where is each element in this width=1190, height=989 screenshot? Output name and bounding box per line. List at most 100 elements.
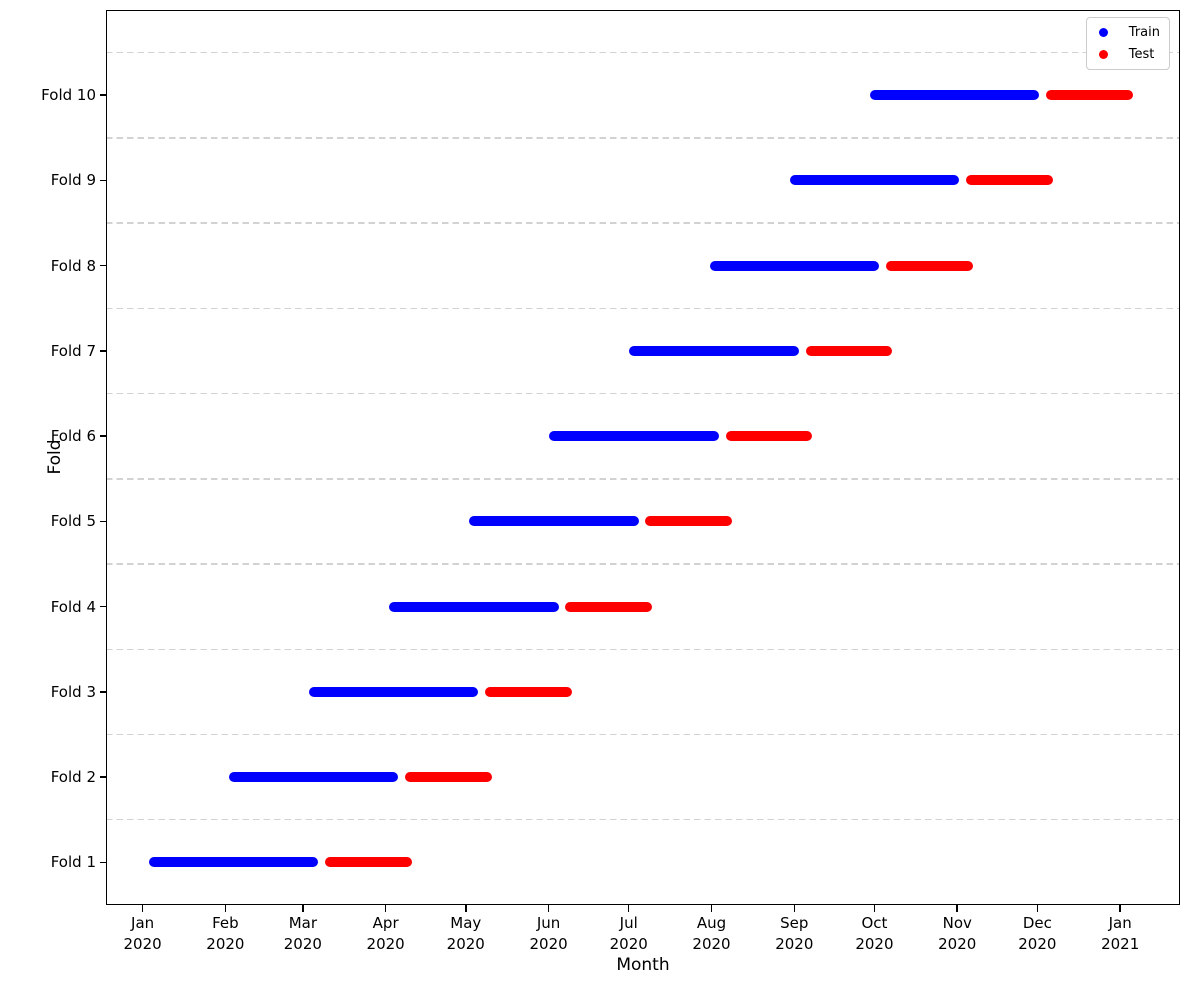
x-tick: [465, 905, 467, 912]
x-tick-year: 2021: [1101, 935, 1140, 953]
x-tick-label: Sep 2020: [749, 913, 839, 955]
y-tick: [99, 264, 106, 267]
x-tick-month: Jan: [1108, 914, 1132, 932]
test-bar-fold-10: [1046, 90, 1133, 101]
gridline: [106, 222, 1180, 224]
gridline: [106, 563, 1180, 565]
train-bar-fold-8: [709, 260, 880, 271]
train-bar-fold-2: [228, 772, 399, 783]
x-tick-label: Mar 2020: [258, 913, 348, 955]
y-tick-label-fold-8: Fold 8: [50, 256, 96, 275]
x-tick: [384, 905, 387, 912]
x-tick-label: Aug 2020: [667, 913, 757, 955]
y-tick: [99, 520, 106, 523]
train-bar-fold-7: [629, 345, 799, 356]
legend: Train Test: [1085, 17, 1170, 70]
y-tick-label-fold-1: Fold 1: [50, 853, 96, 872]
x-tick-year: 2020: [1018, 935, 1057, 953]
y-tick: [99, 605, 106, 608]
y-tick: [99, 861, 106, 864]
train-bar-fold-9: [789, 175, 960, 186]
test-bar-fold-6: [725, 431, 813, 442]
x-tick-month: Nov: [942, 914, 972, 932]
train-bar-fold-3: [308, 686, 479, 697]
x-tick-month: Dec: [1022, 914, 1052, 932]
train-bar-fold-1: [148, 857, 319, 868]
x-tick-label: Feb 2020: [180, 913, 270, 955]
test-bar-fold-1: [324, 857, 412, 868]
y-tick-label-fold-3: Fold 3: [50, 682, 96, 701]
legend-label: Test: [1128, 47, 1155, 62]
x-tick: [224, 905, 227, 912]
test-bar-fold-5: [645, 516, 733, 527]
x-tick: [141, 905, 144, 912]
y-tick-label-fold-5: Fold 5: [50, 512, 96, 531]
x-tick-label: Nov 2020: [912, 913, 1002, 955]
x-tick-label: May 2020: [421, 913, 511, 955]
y-tick: [99, 435, 106, 437]
x-tick: [627, 905, 630, 912]
y-tick: [99, 179, 106, 182]
x-tick: [1119, 905, 1121, 912]
x-tick-year: 2020: [529, 935, 568, 953]
x-tick-year: 2020: [206, 935, 245, 953]
x-tick-label: Jul 2020: [584, 913, 674, 955]
gridline: [106, 648, 1180, 650]
legend-item-test: Test: [1098, 45, 1160, 64]
gridline: [106, 392, 1180, 395]
y-tick-label-fold-2: Fold 2: [50, 768, 96, 787]
train-marker-icon: [1098, 28, 1108, 37]
train-bar-fold-4: [388, 601, 559, 612]
x-tick-label: Dec 2020: [992, 913, 1082, 955]
test-bar-fold-8: [885, 260, 973, 271]
x-tick-label: Jan 2021: [1075, 913, 1165, 955]
x-tick-year: 2020: [609, 935, 648, 953]
x-tick-label: Oct 2020: [829, 913, 919, 955]
x-tick-month: Jun: [536, 914, 561, 932]
y-tick: [99, 94, 106, 96]
train-bar-fold-5: [469, 516, 639, 527]
x-tick-month: Feb: [212, 914, 239, 932]
gridline: [106, 733, 1180, 736]
legend-label: Train: [1128, 25, 1160, 40]
x-tick: [873, 905, 876, 912]
y-tick: [99, 776, 106, 778]
x-tick-month: Aug: [696, 914, 727, 932]
x-tick: [793, 905, 796, 912]
gridline: [106, 51, 1180, 54]
x-tick: [547, 905, 550, 912]
test-bar-fold-7: [805, 345, 893, 356]
gridline: [106, 478, 1180, 480]
x-tick: [1036, 905, 1039, 912]
x-tick-year: 2020: [938, 935, 977, 953]
x-tick-year: 2020: [446, 935, 485, 953]
test-bar-fold-2: [405, 772, 492, 783]
test-bar-fold-3: [485, 686, 572, 697]
x-tick-year: 2020: [775, 935, 814, 953]
x-tick-year: 2020: [283, 935, 322, 953]
y-tick-label-fold-7: Fold 7: [50, 341, 96, 360]
x-tick-label: Apr 2020: [341, 913, 431, 955]
x-tick: [302, 905, 304, 912]
y-tick-label-fold-4: Fold 4: [50, 597, 96, 616]
x-tick-month: Jan: [131, 914, 155, 932]
gridline: [106, 307, 1180, 310]
train-bar-fold-6: [549, 431, 719, 442]
gridline: [106, 819, 1180, 821]
x-tick-month: May: [450, 914, 482, 932]
x-tick-month: Sep: [780, 914, 809, 932]
y-tick: [99, 350, 106, 352]
x-tick-month: Apr: [372, 914, 399, 932]
x-tick: [956, 905, 958, 912]
gridline: [106, 137, 1180, 139]
train-bar-fold-10: [869, 90, 1040, 101]
x-axis-label: Month: [616, 955, 670, 975]
test-bar-fold-9: [965, 175, 1053, 186]
x-tick-year: 2020: [855, 935, 894, 953]
x-tick-year: 2020: [123, 935, 162, 953]
x-tick: [710, 905, 713, 912]
y-tick-label-fold-6: Fold 6: [50, 427, 96, 446]
y-tick-label-fold-10: Fold 10: [41, 86, 96, 105]
y-tick: [99, 691, 106, 693]
